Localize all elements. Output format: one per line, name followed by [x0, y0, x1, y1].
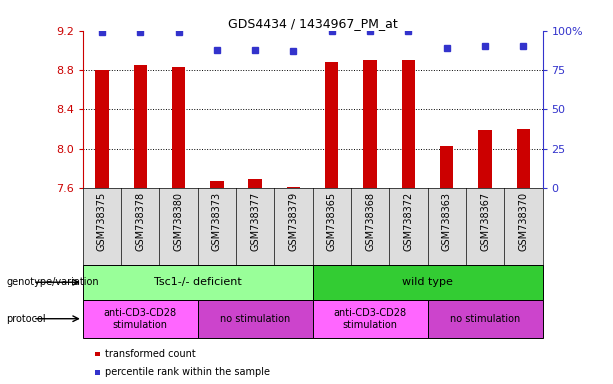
Bar: [364, 60, 377, 188]
Bar: [313, 300, 428, 338]
Text: wild type: wild type: [402, 277, 453, 287]
Bar: [197, 300, 313, 338]
Text: transformed count: transformed count: [105, 349, 196, 359]
Text: genotype/variation: genotype/variation: [6, 277, 99, 287]
Bar: [287, 187, 300, 188]
Bar: [428, 300, 543, 338]
Text: GSM738373: GSM738373: [212, 192, 222, 251]
Text: no stimulation: no stimulation: [450, 314, 520, 324]
Bar: [440, 146, 454, 188]
Text: anti-CD3-CD28
stimulation: anti-CD3-CD28 stimulation: [333, 308, 406, 329]
Title: GDS4434 / 1434967_PM_at: GDS4434 / 1434967_PM_at: [228, 17, 397, 30]
Bar: [83, 300, 197, 338]
Text: GSM738365: GSM738365: [327, 192, 337, 251]
Text: GSM738368: GSM738368: [365, 192, 375, 251]
Text: Tsc1-/- deficient: Tsc1-/- deficient: [154, 277, 242, 287]
Bar: [325, 62, 338, 188]
Text: GSM738367: GSM738367: [480, 192, 490, 251]
Bar: [134, 65, 147, 188]
Bar: [172, 67, 185, 188]
Text: percentile rank within the sample: percentile rank within the sample: [105, 367, 270, 377]
Text: GSM738372: GSM738372: [403, 192, 413, 251]
Bar: [210, 181, 224, 188]
Bar: [313, 265, 543, 300]
Text: GSM738375: GSM738375: [97, 192, 107, 251]
Text: GSM738380: GSM738380: [173, 192, 183, 251]
Text: protocol: protocol: [6, 314, 46, 324]
Text: GSM738370: GSM738370: [519, 192, 528, 251]
Bar: [478, 130, 492, 188]
Text: GSM738377: GSM738377: [250, 192, 260, 251]
Text: GSM738378: GSM738378: [135, 192, 145, 251]
Bar: [83, 265, 313, 300]
Bar: [402, 60, 415, 188]
Text: anti-CD3-CD28
stimulation: anti-CD3-CD28 stimulation: [104, 308, 177, 329]
Text: no stimulation: no stimulation: [220, 314, 291, 324]
Text: GSM738363: GSM738363: [442, 192, 452, 251]
Bar: [95, 70, 109, 188]
Bar: [517, 129, 530, 188]
Text: GSM738379: GSM738379: [289, 192, 299, 251]
Bar: [248, 179, 262, 188]
